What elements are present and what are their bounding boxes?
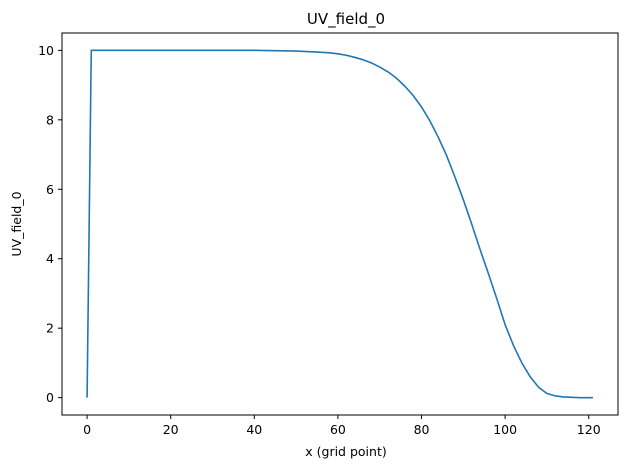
y-axis-label: UV_field_0 [9,191,24,256]
series-line [86,49,593,399]
y-tick-label: 8 [46,112,54,127]
x-tick-label: 60 [330,422,346,437]
x-tick-label: 40 [246,422,262,437]
x-tick-label: 20 [163,422,179,437]
y-tick-label: 10 [38,43,54,58]
axes-frame [61,32,619,416]
x-tick-label: 0 [83,422,91,437]
y-tick-label: 4 [46,251,54,266]
y-axis-ticks: 0 2 4 6 8 10 [38,43,62,405]
x-tick-label: 100 [493,422,517,437]
y-tick-label: 0 [46,390,54,405]
chart-title: UV_field_0 [307,10,385,29]
y-tick-label: 6 [46,182,54,197]
x-tick-label: 80 [414,422,430,437]
x-axis-ticks: 0 20 40 60 80 100 120 [83,415,601,437]
x-axis-label: x (grid point) [305,444,386,459]
x-tick-label: 120 [577,422,601,437]
plot-area [61,32,619,416]
y-tick-label: 2 [46,321,54,336]
